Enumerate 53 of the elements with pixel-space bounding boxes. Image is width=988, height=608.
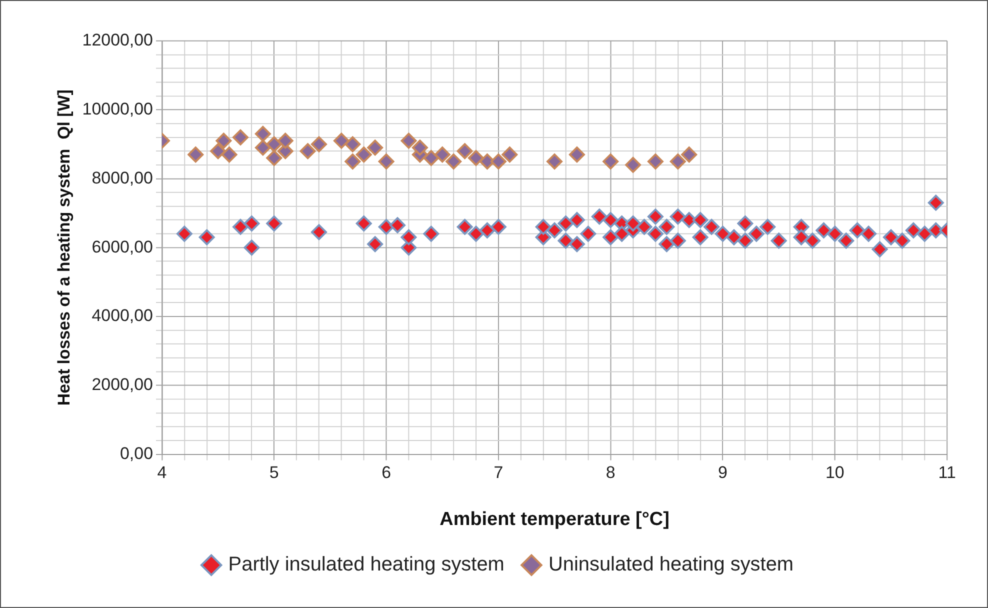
point (188, 146, 204, 163)
x-tick-label: 10 (825, 463, 844, 482)
point (412, 140, 428, 156)
point (468, 150, 484, 166)
point (681, 146, 698, 163)
y-tick-label: 6000,00 (92, 237, 153, 256)
point (216, 132, 232, 149)
point (625, 156, 642, 173)
point (300, 143, 316, 160)
point (446, 153, 462, 170)
y-tick-label: 12000,00 (82, 30, 153, 50)
y-tick-label: 8000,00 (92, 168, 153, 188)
point (221, 146, 238, 163)
x-tick-label: 7 (494, 463, 504, 482)
point (568, 146, 585, 163)
x-tick-label: 9 (718, 463, 728, 482)
legend-label: Uninsulated heating system (548, 554, 794, 576)
y-tick-label: 4000,00 (92, 306, 153, 326)
point (456, 143, 473, 160)
y-tick-label: 2000,00 (92, 375, 153, 394)
point (254, 140, 271, 156)
point (254, 126, 271, 142)
point (277, 132, 294, 149)
point (266, 136, 282, 152)
point (210, 143, 226, 160)
point (546, 153, 563, 170)
x-tick-label: 4 (157, 463, 167, 482)
point (378, 153, 394, 170)
point (502, 146, 518, 163)
point (333, 132, 350, 149)
point (232, 129, 248, 146)
x-axis-title: Ambient temperature [°C] (440, 509, 670, 530)
point (367, 140, 384, 156)
x-tick-label: 6 (382, 463, 392, 482)
x-tick-label: 11 (938, 463, 956, 482)
y-tick-label: 0,00 (120, 444, 153, 463)
point (490, 153, 506, 170)
x-tick-label: 8 (606, 463, 616, 482)
point (266, 150, 282, 166)
y-tick-label: 10000,00 (82, 99, 153, 118)
legend-label: Partly insulated heating system (228, 554, 504, 576)
point (311, 136, 327, 152)
point (344, 136, 361, 152)
point (647, 153, 664, 170)
y-axis-title: Heat losses of a heating system Ql [W] (54, 90, 74, 406)
point (344, 153, 361, 170)
x-tick-label: 5 (269, 463, 279, 482)
point (400, 132, 417, 149)
point (602, 153, 619, 170)
point (670, 153, 686, 170)
point (423, 150, 440, 166)
point (434, 146, 450, 163)
point (356, 146, 372, 163)
